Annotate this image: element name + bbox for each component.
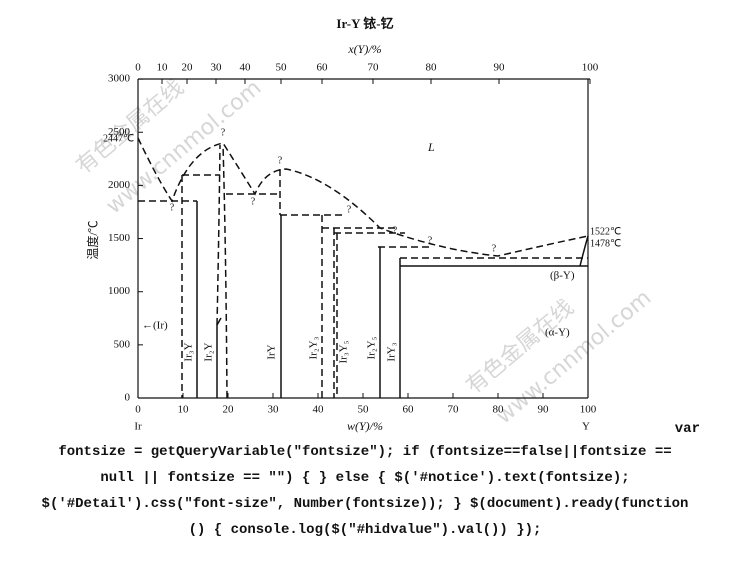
x-tick-label: 30 (268, 404, 280, 416)
top-tick-label: 90 (494, 62, 506, 74)
region-label: L (427, 140, 435, 154)
top-tick-label: 80 (426, 62, 438, 74)
phase-lines (137, 137, 589, 399)
code-line: $('#Detail').css("font-size", Number(fon… (41, 496, 689, 512)
x-tick-label: 80 (493, 404, 505, 416)
annotation: 2447℃ (103, 133, 134, 144)
right-end-label: Y (582, 421, 590, 433)
x-tick-label: 0 (135, 404, 141, 416)
transition-lines (400, 235, 589, 267)
phase-label: Ir₃Y₅ (338, 340, 350, 363)
phase-label: Ir₂Y₃ (308, 336, 320, 359)
top-tick-label: 60 (317, 62, 329, 74)
bottom-axis-label: w(Y)/% (347, 419, 383, 433)
y-tick-label: 0 (125, 392, 131, 404)
top-axis-label: x(Y)/% (347, 42, 381, 56)
title: Ir-Y 铱-钇 (336, 16, 393, 31)
code-line: var (674, 421, 700, 437)
question-mark: ? (393, 225, 398, 236)
top-tick-label: 50 (276, 62, 288, 74)
phase-label: IrY (266, 344, 278, 359)
region-label: (β-Y) (550, 270, 575, 282)
top-tick-label: 0 (135, 62, 141, 74)
question-mark: ? (492, 243, 497, 254)
y-tick-label: 2000 (108, 179, 131, 191)
code-line: fontsize = getQueryVariable("fontsize");… (58, 444, 672, 460)
region-label: ←(Ir) (142, 320, 168, 332)
question-marks: ???????? (170, 127, 497, 254)
x-tick-label: 100 (580, 404, 597, 416)
question-mark: ? (251, 196, 256, 207)
y-tick-label: 2500 (108, 126, 131, 138)
region-label: (α-Y) (545, 327, 570, 339)
y-tick-label: 3000 (108, 73, 131, 85)
compound-lines (138, 201, 400, 398)
y-tick-label: 500 (114, 338, 131, 350)
phase-label: Ir₂Y (203, 342, 215, 361)
left-axis-label: 温度/℃ (85, 220, 100, 259)
question-mark: ? (428, 235, 433, 246)
question-mark: ? (278, 155, 283, 166)
annotation: 1522℃ (590, 226, 621, 237)
top-tick-label: 30 (211, 62, 223, 74)
phase-diagram: Ir-Y 铱-钇 x(Y)/% w(Y)/% Ir Y 温度/℃ 有色金属在线 … (72, 16, 657, 433)
code-line: () { console.log($("#hidvalue").val()) }… (188, 522, 542, 538)
phase-label: IrY₃ (386, 342, 398, 361)
top-tick-label: 10 (157, 62, 169, 74)
top-tick-label: 20 (182, 62, 194, 74)
y-tick-label: 1000 (108, 285, 131, 297)
phase-label: Ir₃Y (183, 342, 195, 361)
question-mark: ? (221, 127, 226, 138)
invariant-lines (138, 174, 588, 259)
top-tick-label: 40 (240, 62, 252, 74)
liquidus (137, 137, 589, 257)
x-tick-label: 40 (313, 404, 325, 416)
left-end-label: Ir (134, 421, 142, 433)
y-tick-label: 1500 (108, 232, 131, 244)
question-mark: ? (347, 204, 352, 215)
x-tick-label: 20 (223, 404, 235, 416)
top-tick-label: 100 (582, 62, 599, 74)
compound-lines (216, 317, 222, 398)
x-tick-label: 70 (448, 404, 460, 416)
x-tick-label: 90 (538, 404, 550, 416)
annotation: 1478℃ (590, 238, 621, 249)
top-tick-label: 70 (368, 62, 380, 74)
x-tick-label: 10 (178, 404, 190, 416)
x-tick-label: 50 (358, 404, 370, 416)
phase-label: Ir₂Y₅ (366, 336, 378, 359)
code-line: null || fontsize == "") { } else { $('#n… (100, 470, 630, 486)
compound-dashed-lines (181, 144, 338, 399)
x-tick-label: 60 (403, 404, 415, 416)
question-mark: ? (170, 202, 175, 213)
